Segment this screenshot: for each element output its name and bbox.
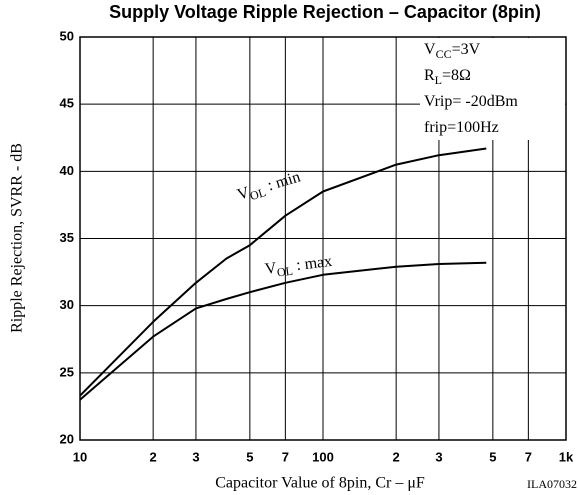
annotation-part: L (435, 73, 442, 87)
annotation: VCC=3V (424, 41, 481, 61)
y-tick-label: 40 (60, 163, 74, 178)
annotation-part: =3V (452, 41, 481, 58)
x-axis-label: Capacitor Value of 8pin, Cr – μF (215, 475, 425, 492)
annotation-part: R (424, 67, 435, 84)
annotation: Vrip= -20dBm (424, 93, 518, 110)
series-label-part: OL (248, 185, 267, 203)
x-tick-label: 3 (192, 449, 199, 464)
x-tick-label: 5 (246, 449, 253, 464)
x-tick-label: 7 (282, 449, 289, 464)
annotation-part: V (424, 41, 436, 58)
data-line (79, 147, 487, 397)
y-tick-label: 30 (60, 297, 74, 312)
series-label-part: : max (291, 253, 333, 275)
y-axis-label: Ripple Rejection, SVRR - dB (9, 143, 26, 333)
series-label-part: V (264, 259, 278, 277)
y-tick-label: 25 (60, 364, 74, 379)
y-tick-label: 20 (60, 431, 74, 446)
annotation: RL=8Ω (424, 67, 471, 87)
x-tick-label: 2 (150, 449, 157, 464)
annotation-part: =8Ω (442, 67, 471, 84)
series-label-part: V (235, 184, 251, 204)
series-label-part: OL (276, 263, 294, 279)
annotation: frip=100Hz (424, 119, 499, 136)
y-tick-label: 50 (60, 28, 74, 43)
x-tick-label: 5 (489, 449, 496, 464)
annotation-background (420, 38, 565, 140)
series-label-part: : min (262, 168, 303, 195)
series-label: VOL : max (264, 253, 334, 281)
x-tick-label: 2 (393, 449, 400, 464)
figure-id: ILA07032 (527, 477, 577, 491)
y-tick-label: 45 (60, 96, 74, 111)
x-tick-label: 10 (73, 449, 87, 464)
x-tick-label: 7 (525, 449, 532, 464)
chart-title: Supply Voltage Ripple Rejection – Capaci… (109, 2, 541, 22)
plot-frame (79, 36, 567, 441)
x-tick-label: 1k (559, 449, 574, 464)
x-tick-label: 100 (312, 449, 334, 464)
series-label: VOL : min (235, 168, 303, 206)
y-tick-label: 35 (60, 230, 74, 245)
x-tick-label: 3 (435, 449, 442, 464)
data-line (79, 261, 487, 401)
annotation-part: Vrip= -20dBm (424, 93, 518, 110)
annotation-part: CC (436, 47, 452, 61)
annotation-part: frip=100Hz (424, 119, 499, 136)
